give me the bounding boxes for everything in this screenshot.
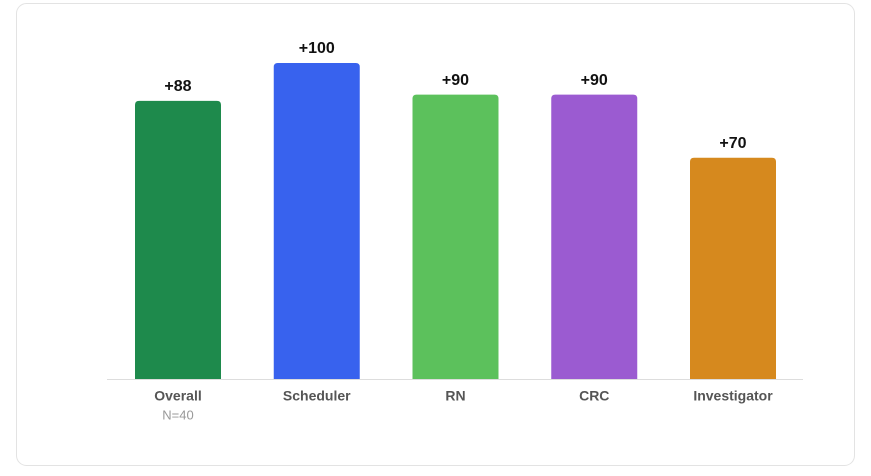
x-tick-sublabel: N=40 xyxy=(162,407,193,422)
value-label: +70 xyxy=(719,135,746,152)
x-tick-label: CRC xyxy=(579,388,609,404)
value-label: +88 xyxy=(164,78,191,95)
x-tick-label: Investigator xyxy=(693,388,773,404)
value-label: +100 xyxy=(299,40,335,57)
bar xyxy=(273,63,360,379)
x-tick-label: Scheduler xyxy=(283,388,351,404)
value-label: +90 xyxy=(581,72,608,89)
bar xyxy=(551,94,638,379)
x-tick-label: RN xyxy=(445,388,465,404)
x-tick-label: Overall xyxy=(154,388,201,404)
value-label: +90 xyxy=(442,72,469,89)
bar xyxy=(690,157,776,379)
bar xyxy=(412,94,499,379)
bar xyxy=(135,100,221,380)
